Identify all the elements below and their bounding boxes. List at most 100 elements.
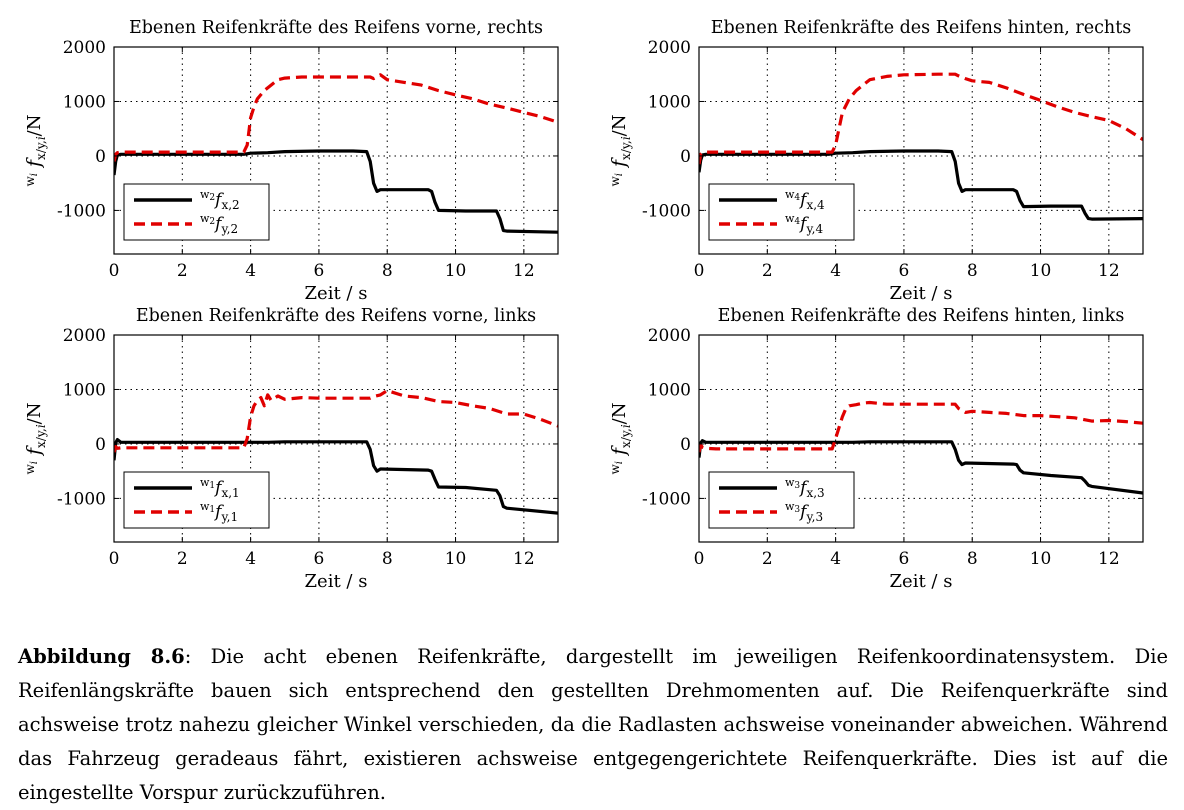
x-tick-label: 4 (830, 261, 841, 281)
y-tick-label: 1000 (648, 380, 691, 400)
subplot-front-left: 0 2 4 6 8 10 12 -1000 0 1000 2000 Ebenen Reifenkräf… (23, 306, 559, 592)
legend-label-part: x,3 (806, 486, 824, 500)
legend-label-part: w (785, 188, 795, 201)
y-tick-label: 2000 (63, 38, 106, 58)
x-tick-label: 0 (694, 549, 705, 569)
x-tick-label: 6 (899, 549, 910, 569)
legend-label-part: f (213, 214, 224, 234)
legend-label-part: f (213, 190, 224, 210)
y-axis-label-part: w (608, 464, 622, 475)
legend-label-part: f (213, 502, 224, 522)
legend-label-part: w (200, 500, 210, 513)
x-tick-label: 10 (445, 549, 467, 569)
y-axis-label-part: i (29, 461, 40, 464)
y-axis-label-part: i (619, 136, 633, 140)
y-axis-label-part: i (614, 461, 625, 464)
x-axis-label: Zeit / s (305, 571, 368, 592)
legend-label-part: 3 (794, 505, 800, 515)
legend-label-part: w (785, 476, 795, 489)
y-axis-label: wi fx/y,i/N (608, 402, 633, 474)
legend-box (123, 183, 270, 241)
legend-label-part: f (798, 214, 809, 234)
legend-label-part: w (200, 212, 210, 225)
x-axis-label: Zeit / s (890, 283, 953, 304)
x-axis-label: Zeit / s (890, 571, 953, 592)
y-axis-label-part: /N (24, 402, 45, 424)
subplot-front-right: 0 2 4 6 8 10 12 -1000 0 1000 2000 Ebenen Reifenkräf… (23, 18, 559, 304)
subplot-title: Ebenen Reifenkräfte des Reifens vorne, l… (136, 306, 536, 326)
y-tick-label: 0 (680, 147, 691, 167)
legend-label-part: f (798, 502, 809, 522)
figure: 0 2 4 6 8 10 12 -1000 0 1000 2000 Ebenen Reifenkräf… (23, 18, 1144, 592)
y-axis-label-part: i (619, 424, 633, 428)
y-axis-label-part: x/y, (34, 140, 48, 160)
series-line-fy (114, 389, 558, 453)
legend-label-part: y,1 (220, 510, 238, 524)
y-tick-label: 0 (95, 435, 106, 455)
subplot-rear-right: 0 2 4 6 8 10 12 -1000 0 1000 2000 Ebenen Reifenkräf… (608, 18, 1144, 304)
subplot-rear-left: 0 2 4 6 8 10 12 -1000 0 1000 2000 Ebenen Reifenkräf… (608, 306, 1144, 592)
legend-label: w4fy,4 (785, 212, 823, 236)
legend-box (708, 471, 855, 529)
subplot-title: Ebenen Reifenkräfte des Reifens hinten, … (718, 306, 1125, 326)
legend-label-part: 2 (209, 193, 215, 203)
y-axis-label-part: w (23, 176, 37, 187)
y-tick-label: -1000 (57, 489, 106, 509)
legend-label-part: 1 (209, 481, 215, 491)
legend-label-part: 1 (209, 505, 215, 515)
x-axis-label: Zeit / s (305, 283, 368, 304)
legend-label-part: f (798, 190, 809, 210)
y-axis-label: wi fx/y,i/N (23, 114, 48, 186)
legend-label-part: x,1 (221, 486, 239, 500)
series-line-fy (114, 73, 558, 162)
legend-box (123, 471, 270, 529)
x-tick-label: 10 (1030, 261, 1052, 281)
y-axis-label-part: i (34, 424, 48, 428)
series-line-fx (699, 149, 1143, 221)
axes-frame (113, 334, 559, 543)
legend-label-part: w (785, 500, 795, 513)
axes-frame (698, 46, 1144, 255)
y-tick-label: 1000 (648, 92, 691, 112)
series-line-fy (699, 400, 1143, 453)
x-tick-label: 12 (513, 549, 535, 569)
y-axis-label-part: /N (24, 114, 45, 136)
x-tick-label: 6 (314, 261, 325, 281)
legend-label-part: 4 (794, 193, 800, 203)
x-tick-label: 12 (1098, 549, 1120, 569)
y-axis-label-part: i (29, 173, 40, 176)
legend-label-part: x,4 (806, 198, 825, 212)
legend-label: w3fx,3 (785, 476, 825, 500)
x-tick-label: 2 (762, 549, 773, 569)
x-tick-label: 2 (177, 261, 188, 281)
y-axis-label-part: /N (609, 114, 630, 136)
y-axis-label-part: /N (609, 402, 630, 424)
x-tick-label: 8 (967, 261, 978, 281)
subplot-title: Ebenen Reifenkräfte des Reifens hinten, … (711, 18, 1131, 38)
y-axis-label-part: i (34, 136, 48, 140)
caption-text: : Die acht ebenen Reifenkräfte, dargeste… (18, 644, 1168, 804)
legend-label-part: y,2 (220, 222, 238, 236)
x-tick-label: 8 (382, 549, 393, 569)
x-tick-label: 2 (762, 261, 773, 281)
caption-label: Abbildung 8.6 (18, 644, 185, 668)
y-axis-label-part: f (23, 157, 45, 173)
legend-label-part: w (200, 188, 210, 201)
x-tick-label: 12 (1098, 261, 1120, 281)
y-tick-label: 0 (95, 147, 106, 167)
axes-frame (698, 334, 1144, 543)
legend-label: w2fy,2 (200, 212, 238, 236)
y-tick-label: 1000 (63, 380, 106, 400)
series-line-fx (114, 149, 558, 234)
legend-label: w3fy,3 (785, 500, 823, 524)
x-tick-label: 6 (899, 261, 910, 281)
legend-label-part: 4 (794, 217, 800, 227)
y-tick-label: 2000 (648, 326, 691, 346)
figure-caption: Abbildung 8.6: Die acht ebenen Reifenkrä… (18, 640, 1168, 810)
y-tick-label: -1000 (57, 201, 106, 221)
x-tick-label: 4 (245, 549, 256, 569)
y-axis-label-part: x/y, (619, 140, 633, 160)
legend-label-part: w (785, 212, 795, 225)
